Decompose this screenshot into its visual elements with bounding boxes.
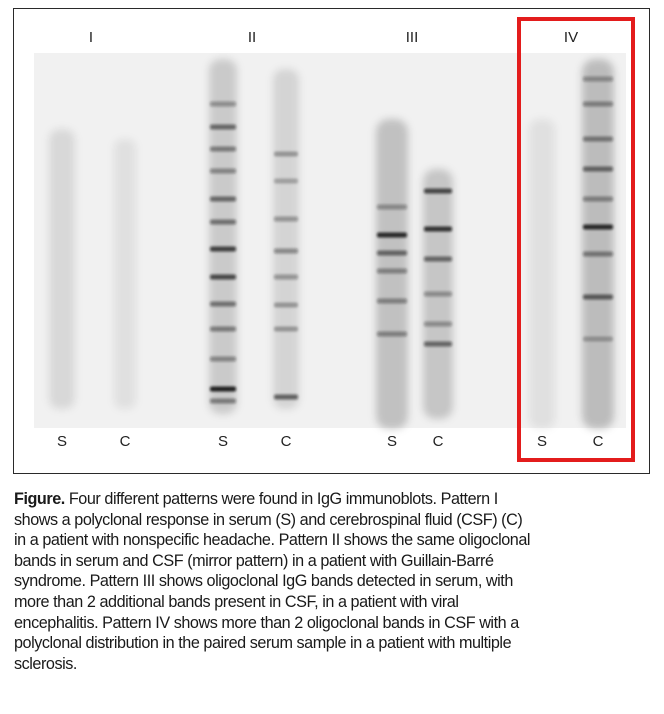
oligoclonal-band <box>274 326 298 332</box>
lane-smear <box>273 69 299 409</box>
oligoclonal-band <box>210 246 236 252</box>
lane-label-s: S <box>56 433 68 450</box>
oligoclonal-band <box>424 256 452 262</box>
oligoclonal-band <box>210 146 236 152</box>
lane-smear <box>529 119 555 429</box>
caption-line: syndrome. Pattern III shows oligoclonal … <box>14 572 513 591</box>
oligoclonal-band <box>274 178 298 184</box>
oligoclonal-band <box>377 204 407 210</box>
oligoclonal-band <box>274 302 298 308</box>
oligoclonal-band <box>424 226 452 232</box>
oligoclonal-band <box>210 168 236 174</box>
oligoclonal-band <box>274 394 298 400</box>
lane-label-s: S <box>386 433 398 450</box>
oligoclonal-band <box>583 196 613 202</box>
lane-label-c: C <box>432 433 444 450</box>
oligoclonal-band <box>424 321 452 327</box>
caption-line: Figure. Four different patterns were fou… <box>14 489 654 510</box>
caption-line: bands in serum and CSF (mirror pattern) … <box>14 551 494 570</box>
oligoclonal-band <box>583 136 613 142</box>
caption-line: shows a polyclonal response in serum (S)… <box>14 510 523 529</box>
lane-label-c: C <box>592 433 604 450</box>
oligoclonal-band <box>583 294 613 300</box>
oligoclonal-band <box>210 398 236 404</box>
caption-text: Four different patterns were found in Ig… <box>64 490 498 508</box>
figure-caption: Figure. Four different patterns were fou… <box>14 489 654 674</box>
oligoclonal-band <box>210 219 236 225</box>
caption-line: encephalitis. Pattern IV shows more than… <box>14 613 519 632</box>
oligoclonal-band <box>274 274 298 280</box>
oligoclonal-band <box>377 268 407 274</box>
oligoclonal-band <box>583 251 613 257</box>
lane-label-c: C <box>119 433 131 450</box>
oligoclonal-band <box>424 188 452 194</box>
oligoclonal-band <box>210 274 236 280</box>
pattern-label-iv: IV <box>563 29 579 46</box>
oligoclonal-band <box>424 341 452 347</box>
pattern-iv-highlight-box <box>517 17 635 462</box>
oligoclonal-band <box>210 326 236 332</box>
oligoclonal-band <box>210 196 236 202</box>
lane-label-s: S <box>217 433 229 450</box>
oligoclonal-band <box>583 101 613 107</box>
caption-line: sclerosis. <box>14 654 77 673</box>
oligoclonal-band <box>210 124 236 130</box>
oligoclonal-band <box>210 101 236 107</box>
caption-lead: Figure. <box>14 490 65 508</box>
caption-line: polyclonal distribution in the paired se… <box>14 634 512 653</box>
oligoclonal-band <box>377 232 407 238</box>
oligoclonal-band <box>210 386 236 392</box>
oligoclonal-band <box>210 301 236 307</box>
lane-label-c: C <box>280 433 292 450</box>
pattern-label-iii: III <box>405 29 419 46</box>
oligoclonal-band <box>377 298 407 304</box>
oligoclonal-band <box>210 356 236 362</box>
oligoclonal-band <box>424 291 452 297</box>
oligoclonal-band <box>274 216 298 222</box>
oligoclonal-band <box>377 331 407 337</box>
oligoclonal-band <box>583 166 613 172</box>
pattern-label-i: I <box>88 29 94 46</box>
pattern-label-ii: II <box>247 29 257 46</box>
oligoclonal-band <box>274 248 298 254</box>
oligoclonal-band <box>583 336 613 342</box>
oligoclonal-band <box>583 224 613 230</box>
lane-smear <box>376 119 408 429</box>
immunoblot-figure: I II III IV S C S C S C S C <box>13 8 650 474</box>
lane-label-s: S <box>536 433 548 450</box>
oligoclonal-band <box>583 76 613 82</box>
caption-line: more than 2 additional bands present in … <box>14 592 459 611</box>
oligoclonal-band <box>274 151 298 157</box>
oligoclonal-band <box>377 250 407 256</box>
lane-smear <box>114 139 136 409</box>
caption-line: in a patient with nonspecific headache. … <box>14 531 531 550</box>
lane-smear <box>49 129 75 409</box>
immunoblot-image <box>34 53 626 429</box>
